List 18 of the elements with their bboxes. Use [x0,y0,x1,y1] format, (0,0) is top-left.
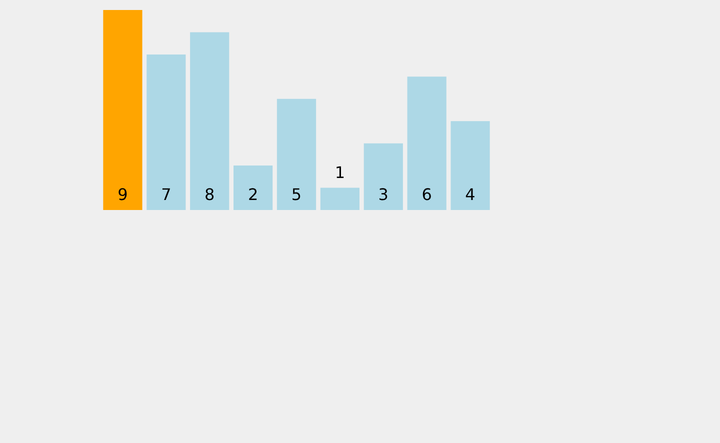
data-label: 3 [378,185,388,204]
data-label: 9 [118,185,128,204]
data-label: 2 [248,185,258,204]
bar [364,143,403,210]
bar [407,76,446,210]
bar [103,10,142,210]
bar [146,54,186,210]
data-label: 8 [204,185,215,204]
bar [234,166,273,210]
data-label: 1 [334,162,346,182]
bar [450,121,490,210]
data-label: 7 [161,185,172,204]
bar [320,188,360,210]
data-label: 6 [422,185,432,204]
data-label: 5 [291,185,302,204]
data-label: 4 [465,185,476,204]
bar [190,32,230,210]
bar [276,98,316,210]
